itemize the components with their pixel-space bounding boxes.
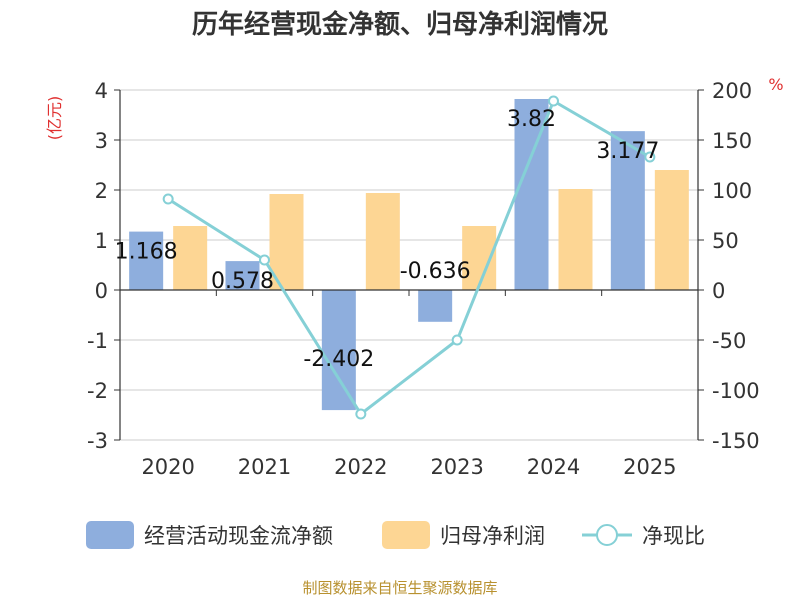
ratio-line <box>162 95 656 420</box>
chart-title: 历年经营现金净额、归母净利润情况 <box>192 9 608 40</box>
source-note: 制图数据来自恒生聚源数据库 <box>302 579 497 597</box>
net-profit-bar <box>269 194 304 290</box>
gridlines <box>120 89 698 441</box>
category-label: 2023 <box>430 455 483 479</box>
cashflow-data-label: 0.578 <box>211 269 274 294</box>
legend-swatch-net-profit <box>382 521 430 549</box>
cashflow-data-label: -0.636 <box>400 259 471 284</box>
cashflow-bar <box>418 290 453 322</box>
ratio-point <box>259 254 270 266</box>
right-axis-unit: % <box>768 75 783 94</box>
cashflow-data-label: 3.82 <box>507 107 556 132</box>
right-tick-label: 100 <box>712 179 752 203</box>
right-tick-label: -150 <box>712 429 760 453</box>
cashflow-data-label: 3.177 <box>596 139 659 164</box>
right-tick-label: -100 <box>712 379 760 403</box>
category-label: 2020 <box>141 455 194 479</box>
ratio-point <box>451 334 463 346</box>
left-tick-label: -3 <box>87 429 108 453</box>
left-tick-label: 4 <box>95 79 108 103</box>
legend-swatch-cashflow <box>86 521 134 549</box>
ratio-point <box>644 151 656 163</box>
left-axis-unit: (亿元) <box>45 96 64 141</box>
left-tick-label: -1 <box>87 329 108 353</box>
left-tick-label: -2 <box>87 379 108 403</box>
legend: 经营活动现金流净额 归母净利润 净现比 <box>86 521 705 549</box>
right-tick-label: 0 <box>712 279 725 303</box>
category-label: 2024 <box>527 455 580 479</box>
ratio-point <box>355 408 367 420</box>
left-tick-label: 2 <box>95 179 108 203</box>
right-tick-label: -50 <box>712 329 746 353</box>
ratio-line-path <box>167 98 651 417</box>
axes: 4 3 2 1 0 -1 -2 -3 200 150 100 50 0 -50 -100 -150 2020 20… <box>87 79 760 479</box>
ratio-point <box>162 193 174 205</box>
right-tick-label: 150 <box>712 129 752 153</box>
cashflow-bar <box>321 290 356 411</box>
legend-label-cashflow: 经营活动现金流净额 <box>144 524 333 548</box>
right-tick-label: 50 <box>712 229 739 253</box>
net-profit-bar <box>654 170 689 290</box>
cashflow-data-label: -2.402 <box>303 347 374 372</box>
legend-label-ratio: 净现比 <box>642 524 705 548</box>
ratio-point <box>548 95 559 107</box>
category-label: 2025 <box>623 455 676 479</box>
cashflow-bar <box>225 261 260 290</box>
net-profit-bar <box>365 193 400 290</box>
data-labels: 1.168 0.578 -2.402 -0.636 3.82 3.177 <box>115 107 660 372</box>
left-tick-label: 3 <box>95 129 108 153</box>
category-label: 2021 <box>238 455 291 479</box>
cashflow-bar <box>610 131 645 290</box>
left-tick-label: 1 <box>95 229 108 253</box>
legend-swatch-ratio-marker <box>596 524 618 546</box>
left-tick-label: 0 <box>95 279 108 303</box>
legend-label-net-profit: 归母净利润 <box>440 524 545 548</box>
bars <box>129 99 689 411</box>
cashflow-bar <box>129 231 164 290</box>
net-profit-bar <box>558 189 593 290</box>
net-profit-bar <box>173 226 208 290</box>
right-tick-label: 200 <box>712 79 752 103</box>
cashflow-data-label: 1.168 <box>115 240 178 265</box>
category-label: 2022 <box>334 455 387 479</box>
